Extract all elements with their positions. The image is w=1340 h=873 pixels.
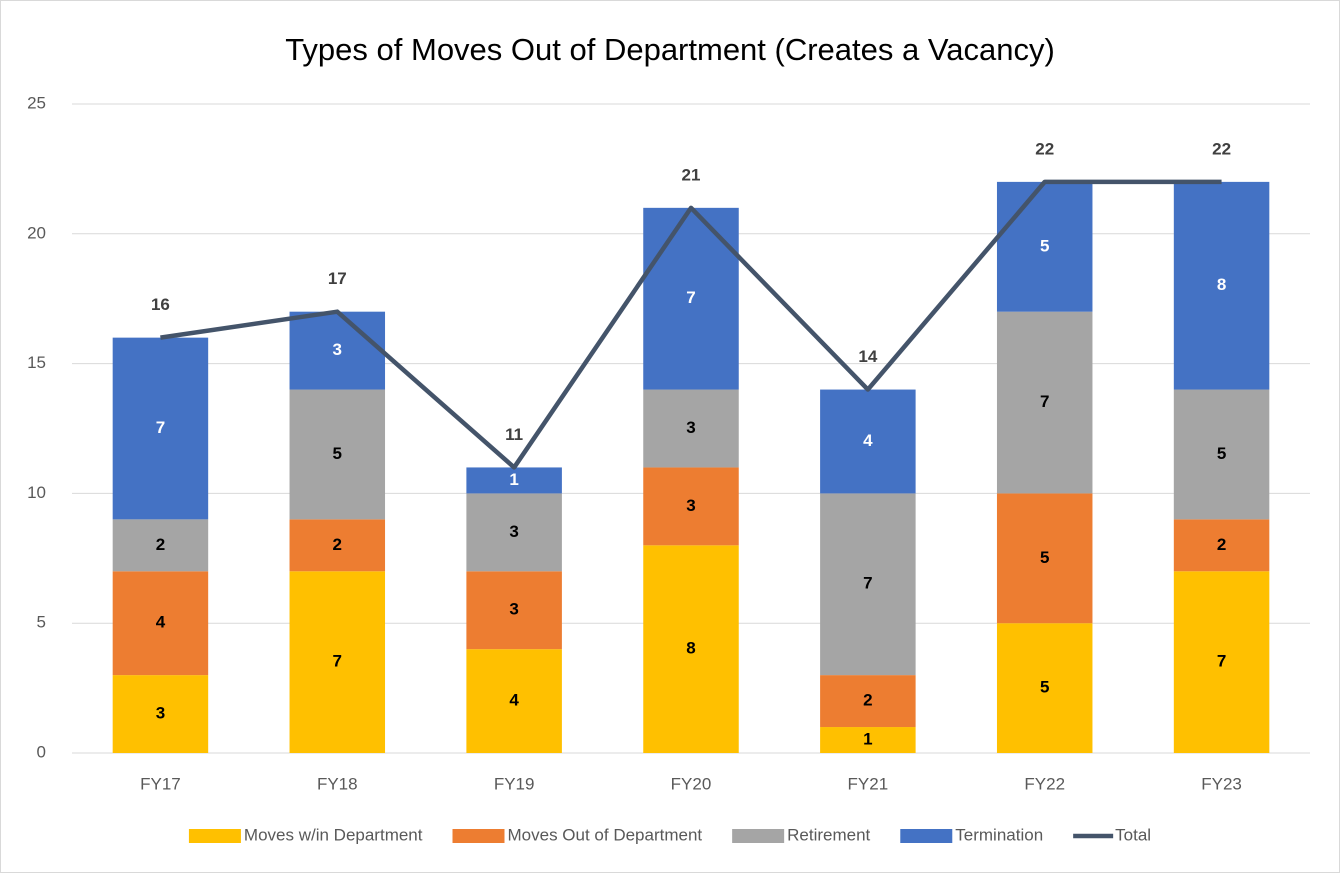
- bar-segment: [466, 467, 562, 494]
- bar-segment: [820, 727, 916, 753]
- data-label: 5: [1040, 236, 1049, 255]
- data-label: 14: [858, 347, 877, 366]
- data-label: 17: [328, 269, 347, 288]
- data-label: 5: [1040, 678, 1049, 697]
- data-label: 22: [1212, 139, 1231, 158]
- legend: Moves w/in Department Moves Out of Depart…: [188, 825, 1151, 844]
- data-label: 16: [151, 295, 170, 314]
- y-tick-label: 5: [37, 613, 46, 632]
- bar-segment: [820, 389, 916, 494]
- data-label: 5: [1040, 548, 1049, 567]
- data-label: 7: [333, 652, 342, 671]
- bar-segment: [996, 311, 1093, 494]
- bar-segment: [289, 389, 386, 520]
- bar-segment: [820, 493, 916, 676]
- chart-title: Types of Moves Out of Department (Create…: [285, 32, 1055, 67]
- data-label: 1: [863, 730, 872, 749]
- bar-segment: [466, 649, 562, 753]
- bar-segment: [996, 493, 1093, 624]
- data-label: 2: [1217, 535, 1226, 554]
- legend-swatch: [452, 829, 505, 843]
- data-label: 11: [505, 425, 523, 444]
- bar-segment: [996, 623, 1093, 753]
- bar-segment: [643, 389, 739, 468]
- data-label: 7: [863, 574, 872, 593]
- bar-segment: [643, 467, 739, 546]
- bar-segment: [996, 181, 1093, 312]
- data-label: 7: [1040, 392, 1049, 411]
- line: [160, 179, 1222, 470]
- legend-label: Retirement: [787, 825, 870, 844]
- x-tick-label: FY20: [671, 774, 712, 793]
- bar-segment: [1173, 181, 1270, 390]
- y-tick-label: 20: [27, 223, 46, 242]
- legend-swatch: [732, 829, 785, 843]
- y-tick-label: 25: [27, 93, 46, 112]
- data-label: 3: [686, 418, 695, 437]
- data-label: 2: [863, 691, 872, 710]
- data-label: 4: [863, 431, 873, 450]
- bar-segment: [289, 311, 386, 390]
- legend-label: Total: [1115, 825, 1151, 844]
- bar-segment: [112, 519, 209, 572]
- legend-label: Moves w/in Department: [244, 825, 423, 844]
- data-label: 7: [686, 288, 695, 307]
- data-label: 7: [156, 418, 165, 437]
- data-label: 1: [509, 470, 518, 489]
- data-label: 5: [1217, 444, 1226, 463]
- data-label: 2: [333, 535, 342, 554]
- bar-segment: [112, 337, 209, 520]
- bar-segment: [112, 571, 209, 676]
- data-label: 3: [686, 496, 695, 515]
- y-tick-label: 10: [27, 483, 46, 502]
- bar-segment: [643, 545, 739, 753]
- x-tick-label: FY21: [848, 774, 889, 793]
- data-label: 5: [333, 444, 342, 463]
- data-label: 3: [156, 704, 165, 723]
- data-label: 21: [682, 165, 701, 184]
- bar-segment: [820, 675, 916, 728]
- data-label: 8: [686, 639, 695, 658]
- x-tick-label: FY17: [140, 774, 181, 793]
- legend-swatch: [900, 829, 953, 843]
- legend-swatch: [188, 829, 241, 843]
- bar-segment: [1173, 389, 1270, 520]
- legend-label: Termination: [955, 825, 1043, 844]
- x-tick-label: FY18: [317, 774, 358, 793]
- bar-segment: [1173, 571, 1270, 753]
- data-label: 2: [156, 535, 165, 554]
- data-label: 22: [1035, 139, 1054, 158]
- bar-segment: [1173, 519, 1270, 572]
- data-label: 4: [509, 691, 519, 710]
- bar-segment: [289, 571, 386, 753]
- bar-segment: [466, 493, 562, 572]
- x-tick-label: FY22: [1024, 774, 1065, 793]
- data-label: 8: [1217, 275, 1226, 294]
- x-tick-label: FY19: [494, 774, 535, 793]
- bar-segment: [466, 571, 562, 650]
- bar-segment: [289, 519, 386, 572]
- data-label: 3: [509, 600, 518, 619]
- legend-label: Moves Out of Department: [508, 825, 703, 844]
- bar-segment: [112, 675, 209, 753]
- data-label: 7: [1217, 652, 1226, 671]
- data-label: 4: [156, 613, 166, 632]
- y-tick-label: 0: [37, 742, 46, 761]
- data-label: 3: [333, 340, 342, 359]
- x-tick-label: FY23: [1201, 774, 1242, 793]
- y-tick-label: 15: [27, 353, 46, 372]
- data-label: 3: [509, 522, 518, 541]
